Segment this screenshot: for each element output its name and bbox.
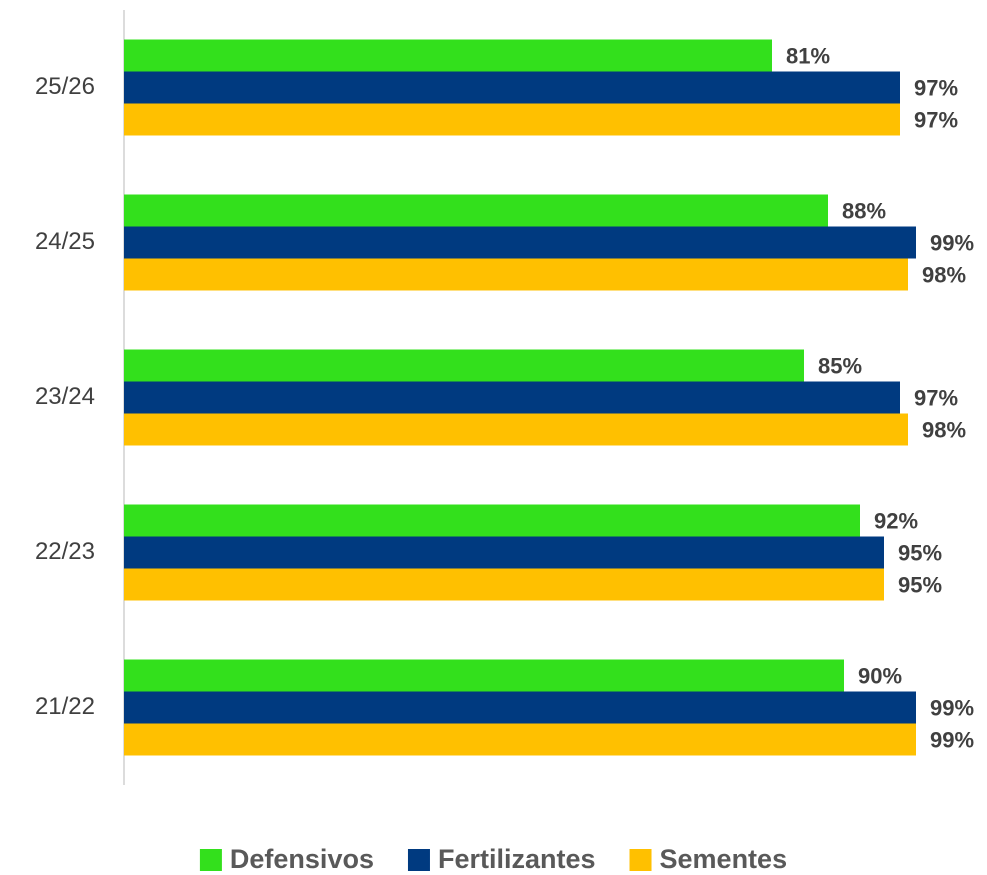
bar <box>124 568 884 601</box>
data-label: 98% <box>922 262 966 287</box>
legend-swatch <box>407 849 430 871</box>
bar <box>124 103 900 136</box>
y-tick-label: 23/24 <box>35 383 95 410</box>
bar <box>124 39 772 72</box>
bar <box>124 723 916 756</box>
data-label: 97% <box>914 75 958 100</box>
data-label: 99% <box>930 230 974 255</box>
y-tick-label: 24/25 <box>35 228 95 255</box>
bar <box>124 349 804 382</box>
bar <box>124 258 908 291</box>
data-label: 90% <box>858 663 902 688</box>
bar <box>124 504 860 537</box>
bar <box>124 691 916 724</box>
bar <box>124 536 884 569</box>
bar <box>124 659 844 692</box>
y-tick-label: 25/26 <box>35 73 95 100</box>
data-label: 99% <box>930 695 974 720</box>
data-label: 81% <box>786 43 830 68</box>
data-label: 95% <box>898 572 942 597</box>
data-label: 95% <box>898 540 942 565</box>
legend-swatch <box>629 849 652 871</box>
y-tick-label: 22/23 <box>35 538 95 565</box>
data-label: 97% <box>914 385 958 410</box>
data-label: 88% <box>842 198 886 223</box>
data-label: 98% <box>922 417 966 442</box>
bar <box>124 226 916 259</box>
legend-label: Defensivos <box>230 844 374 874</box>
legend-label: Sementes <box>660 844 788 874</box>
bar <box>124 194 828 227</box>
y-tick-label: 21/22 <box>35 693 95 720</box>
bar <box>124 71 900 104</box>
bar <box>124 381 900 414</box>
data-label: 99% <box>930 727 974 752</box>
data-label: 85% <box>818 353 862 378</box>
legend-swatch <box>199 849 222 871</box>
data-label: 92% <box>874 508 918 533</box>
bar <box>124 413 908 446</box>
legend-label: Fertilizantes <box>438 844 596 874</box>
data-label: 97% <box>914 107 958 132</box>
